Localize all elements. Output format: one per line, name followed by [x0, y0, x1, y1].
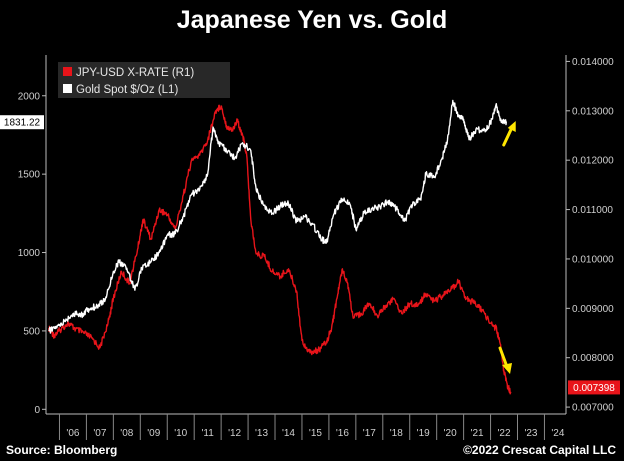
annotations	[498, 121, 516, 374]
x-tick-label-5: '11	[202, 428, 215, 439]
legend-label-yen: JPY-USD X-RATE (R1)	[76, 67, 194, 79]
x-tick-label-18: '24	[551, 428, 564, 439]
series-layer	[48, 99, 512, 395]
x-tick-label-13: '19	[417, 428, 430, 439]
right-tick-label-4: 0.011000	[572, 205, 613, 216]
yen-down-arrow-head	[502, 363, 513, 374]
left-tick-label-3: 1500	[18, 170, 41, 181]
right-tick-label-0: 0.007000	[572, 403, 614, 414]
right-tick-label-7: 0.014000	[572, 57, 614, 68]
x-tick-label-10: '16	[336, 428, 349, 439]
x-tick-label-12: '18	[390, 428, 403, 439]
x-tick-label-4: '10	[174, 428, 187, 439]
gold-up-arrow-head	[507, 121, 516, 132]
legend: JPY-USD X-RATE (R1) Gold Spot $/Oz (L1)	[58, 62, 230, 98]
x-tick-label-0: '06	[66, 428, 79, 439]
footer-copyright: ©2022 Crescat Capital LLC	[463, 443, 616, 457]
last-value-gold-box	[0, 115, 44, 130]
legend-swatch-gold	[63, 84, 72, 93]
gold-up-arrow-shaft	[502, 126, 514, 147]
x-tick-label-16: '22	[498, 428, 511, 439]
x-tick-label-14: '20	[444, 428, 457, 439]
right-tick-label-6: 0.013000	[572, 106, 614, 117]
left-tick-label-0: 0	[34, 405, 40, 416]
x-tick-label-9: '15	[309, 428, 322, 439]
left-tick-label-4: 2000	[18, 91, 41, 102]
right-tick-label-2: 0.009000	[572, 304, 614, 315]
legend-label-gold: Gold Spot $/Oz (L1)	[76, 84, 178, 96]
right-tick-label-3: 0.010000	[572, 254, 614, 265]
right-tick-label-5: 0.012000	[572, 156, 614, 167]
footer-source: Source: Bloomberg	[6, 443, 118, 457]
left-tick-label-1: 500	[23, 326, 40, 337]
x-tick-label-1: '07	[93, 428, 106, 439]
yen-down-arrow-shaft	[498, 346, 509, 369]
series-line-gold	[48, 99, 508, 334]
x-tick-label-6: '12	[228, 428, 241, 439]
x-tick-label-8: '14	[282, 428, 295, 439]
last-value-yen-box	[568, 380, 620, 395]
last-value-yen-label: 0.007398	[573, 383, 615, 394]
x-tick-label-7: '13	[255, 428, 268, 439]
last-value-gold-label: 1831.22	[4, 118, 41, 129]
x-tick-label-11: '17	[363, 428, 376, 439]
axes-layer: '06 '07 '08 '09 '10 '11 '12 '13 '14 '15 '16 '17 '18 '…	[0, 57, 620, 440]
legend-background	[58, 62, 230, 98]
x-tick-label-15: '21	[471, 428, 484, 439]
x-tick-label-3: '09	[147, 428, 160, 439]
chart-frame	[45, 55, 567, 415]
series-line-yen	[48, 104, 512, 395]
x-tick-label-2: '08	[120, 428, 133, 439]
legend-swatch-yen	[63, 67, 72, 76]
x-tick-label-17: '23	[524, 428, 537, 439]
right-tick-label-1: 0.008000	[572, 353, 614, 364]
chart-title: Japanese Yen vs. Gold	[176, 6, 448, 34]
left-tick-label-2: 1000	[18, 248, 41, 259]
